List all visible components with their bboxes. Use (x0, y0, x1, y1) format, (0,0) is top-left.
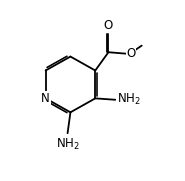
Text: NH$_2$: NH$_2$ (117, 92, 141, 107)
Text: O: O (126, 47, 136, 60)
Text: O: O (103, 19, 112, 32)
Text: NH$_2$: NH$_2$ (56, 137, 80, 152)
Text: N: N (41, 92, 50, 105)
